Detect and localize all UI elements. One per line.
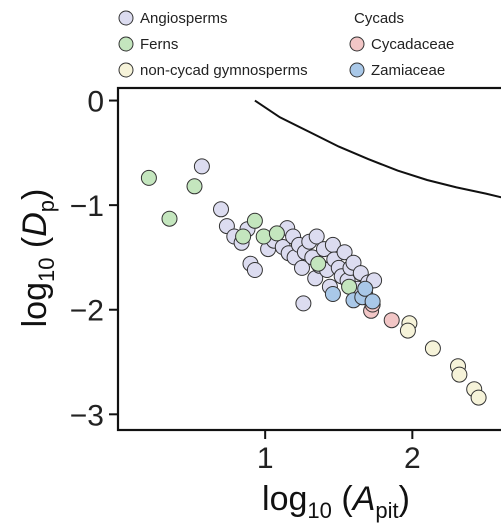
x-tick-label: 1 (257, 442, 274, 475)
data-point-zamiaceae (357, 280, 374, 297)
data-point-angiosperms (336, 244, 353, 261)
legend-label-gymnosperms: non-cycad gymnosperms (140, 62, 308, 79)
data-point-angiosperms (193, 158, 210, 175)
data-point-ferns (186, 178, 203, 195)
data-point-ferns (235, 228, 252, 245)
legend-marker-zamiaceae (349, 62, 365, 78)
data-point-ferns (255, 228, 272, 245)
data-point-angiosperms (294, 259, 310, 276)
data-point-angiosperms (308, 228, 325, 245)
y-tick-label: −3 (70, 399, 104, 432)
reference-curve-layer (254, 99, 501, 199)
data-point-gymnosperms (399, 322, 416, 339)
legend-label-ferns: Ferns (140, 36, 178, 53)
x-axis-label-prefix: log (262, 480, 307, 518)
legend-marker-ferns (118, 36, 134, 52)
y-tick-label: −2 (70, 295, 104, 328)
x-axis-label-open: ( (332, 480, 353, 518)
data-point-ferns (140, 169, 157, 186)
legend-marker-gymnosperms (118, 62, 134, 78)
data-point-angiosperms (295, 295, 312, 312)
legend-marker-cycadaceae (349, 36, 365, 52)
data-point-angiosperms (213, 201, 229, 218)
data-point-ferns (310, 255, 327, 272)
data-point-gymnosperms (470, 389, 487, 406)
data-points-layer (140, 158, 487, 406)
data-point-ferns (246, 212, 263, 229)
data-point-ferns (268, 225, 285, 242)
y-axis-label: log10 (Dp) (16, 189, 59, 328)
x-tick-label: 2 (404, 442, 421, 475)
x-axis-label-var: A (351, 480, 376, 518)
legend-group-title: Cycads (354, 10, 404, 27)
data-point-ferns (341, 278, 358, 295)
reference-curve (254, 99, 501, 199)
data-point-zamiaceae (364, 293, 381, 310)
legend: Angiosperms Ferns non-cycad gymnosperms Cyc… (118, 10, 454, 79)
data-point-gymnosperms (451, 366, 468, 383)
x-axis-label: log10 (Apit) (262, 480, 410, 523)
legend-label-zamiaceae: Zamiaceae (371, 62, 445, 79)
legend-label-cycadaceae: Cycadaceae (371, 36, 454, 53)
data-point-angiosperms (246, 262, 263, 278)
x-axis-label-sub: 10 (307, 498, 331, 523)
axis-ticks: 1 2 0 −1 −2 −3 (70, 86, 421, 475)
y-tick-label: −1 (70, 190, 104, 223)
y-axis-label-open: ( (16, 236, 54, 257)
y-axis-label-close: ) (16, 189, 54, 200)
y-tick-label: 0 (87, 86, 104, 119)
x-axis-label-close: ) (399, 480, 410, 518)
x-axis-label-var-sub: pit (375, 498, 398, 523)
data-point-zamiaceae (324, 286, 341, 302)
y-axis-label-var: D (16, 212, 54, 237)
data-point-gymnosperms (424, 340, 441, 357)
y-axis-label-prefix: log (16, 282, 54, 327)
plot-frame (116, 86, 501, 432)
legend-marker-angiosperms (118, 10, 134, 26)
y-axis-label-var-sub: p (34, 200, 59, 212)
y-axis-label-sub: 10 (34, 258, 59, 282)
legend-label-angiosperms: Angiosperms (140, 10, 228, 27)
data-point-cycadaceae (383, 312, 400, 329)
data-point-ferns (161, 210, 178, 227)
